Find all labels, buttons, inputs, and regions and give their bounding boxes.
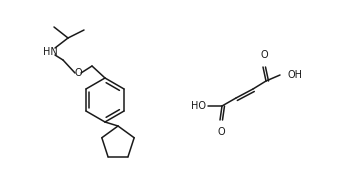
Text: HN: HN [43,47,57,57]
Text: O: O [74,68,82,78]
Text: O: O [217,127,225,137]
Text: HO: HO [191,101,206,111]
Text: O: O [260,50,268,60]
Text: OH: OH [288,70,303,80]
